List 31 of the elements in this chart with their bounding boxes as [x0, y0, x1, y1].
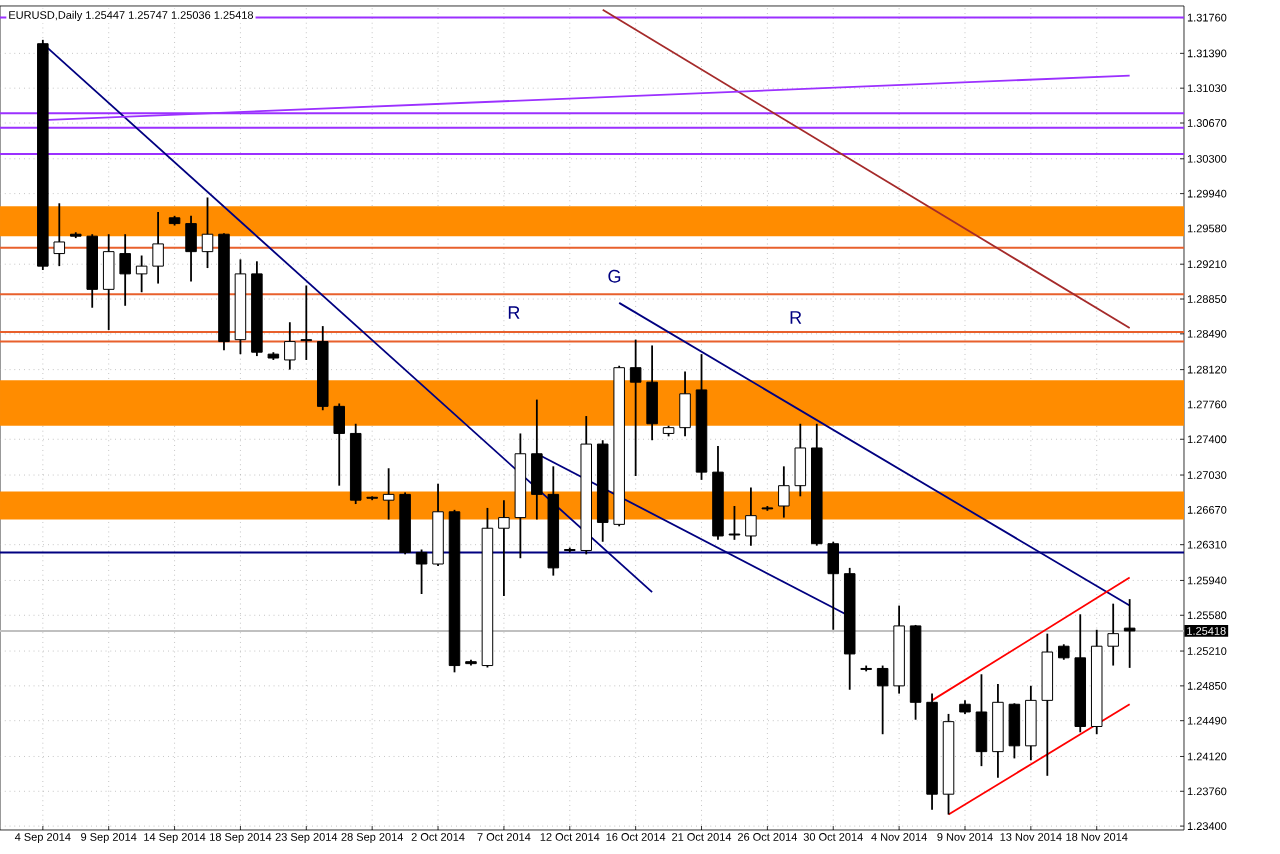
candlestick [135, 254, 148, 294]
candlestick [201, 196, 214, 269]
candlestick [778, 465, 790, 519]
annotation: R [508, 306, 520, 319]
candlestick [1107, 602, 1119, 667]
candlestick [152, 211, 164, 285]
candlestick [300, 284, 313, 361]
candlestick [827, 540, 840, 631]
candlestick [415, 548, 428, 595]
annotation: G [608, 269, 621, 283]
annotation: R [790, 311, 802, 324]
candlestick [382, 467, 395, 521]
candlestick [975, 673, 988, 768]
candlestick [679, 370, 691, 438]
candlestick [333, 402, 345, 487]
candlestick [119, 233, 131, 307]
candlestick [728, 505, 741, 541]
candlestick [876, 664, 889, 736]
candlestick [745, 486, 757, 547]
candlestick [794, 422, 807, 498]
candlestick [1025, 684, 1037, 762]
candlestick [284, 321, 296, 371]
candlestick [498, 499, 510, 597]
candlestick [185, 214, 197, 283]
candlestick [629, 338, 642, 477]
candlestick [531, 398, 543, 521]
candlestick [646, 344, 658, 442]
candlestick [1008, 702, 1021, 760]
candlestick [102, 233, 115, 331]
candlestick [1123, 598, 1136, 669]
candlestick [53, 202, 66, 268]
